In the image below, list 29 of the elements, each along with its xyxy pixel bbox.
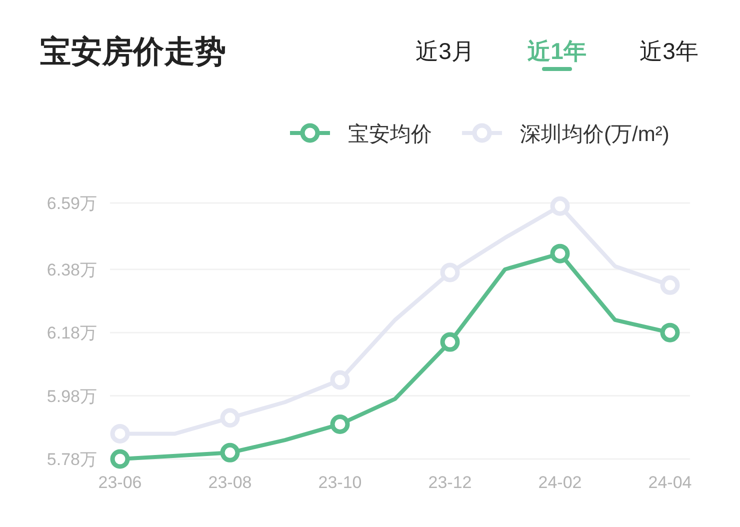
text: 近3月	[416, 38, 474, 64]
x-tick-label: 23-06	[98, 473, 142, 492]
legend-label: 深圳均价(万/m²)	[520, 123, 670, 146]
x-tick-label: 23-08	[208, 473, 252, 492]
point	[550, 196, 570, 216]
point	[330, 414, 350, 434]
y-tick-label: 6.38万	[46, 260, 97, 280]
point	[220, 408, 240, 428]
point	[550, 244, 570, 264]
chart-title: 宝安房价走势	[40, 34, 226, 69]
x-tick-label: 24-04	[648, 473, 692, 492]
x-tick-label: 24-02	[538, 473, 582, 492]
point	[660, 275, 680, 295]
point	[110, 449, 130, 469]
y-tick-label: 5.98万	[46, 386, 97, 406]
point	[440, 262, 460, 282]
y-tick-label: 6.59万	[46, 194, 97, 213]
text: 近1年	[526, 38, 586, 64]
point	[330, 370, 350, 390]
text: 近3年	[640, 38, 698, 64]
point	[110, 424, 130, 444]
y-tick-label: 5.78万	[46, 450, 97, 469]
point	[440, 332, 460, 352]
y-tick-label: 6.18万	[46, 324, 97, 343]
point	[220, 442, 240, 462]
point	[660, 322, 680, 342]
x-tick-label: 23-10	[318, 473, 362, 492]
x-tick-label: 23-12	[428, 473, 472, 492]
legend-label: 宝安均价	[348, 123, 432, 146]
